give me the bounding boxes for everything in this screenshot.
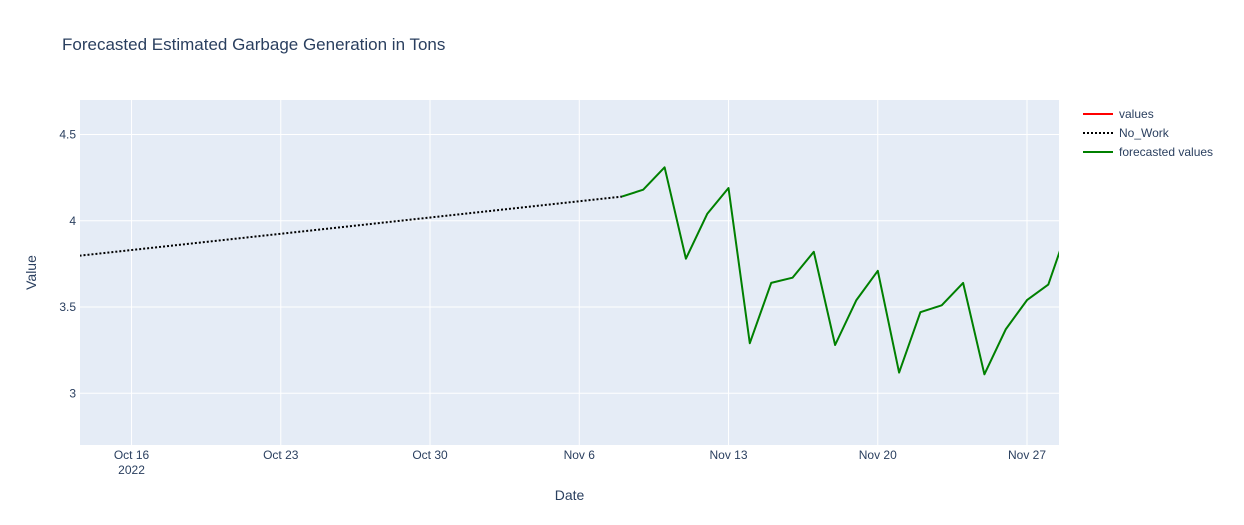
x-tick-label: Nov 13 (710, 448, 748, 462)
legend-label: No_Work (1119, 126, 1170, 140)
x-tick-label: Nov 6 (564, 448, 596, 462)
plot-area (80, 100, 1059, 445)
x-tick-label: Nov 20 (859, 448, 897, 462)
y-axis-title: Value (23, 255, 39, 290)
legend-item[interactable]: forecasted values (1083, 145, 1213, 159)
x-tick-label: Oct 16 (114, 448, 150, 462)
chart-title: Forecasted Estimated Garbage Generation … (62, 35, 445, 54)
x-axis-title: Date (555, 487, 585, 503)
legend-label: values (1119, 107, 1154, 121)
x-tick-label: Oct 30 (412, 448, 448, 462)
series-line-no-work (80, 195, 623, 257)
y-tick-label: 4 (69, 214, 76, 228)
legend-item[interactable]: No_Work (1083, 126, 1170, 140)
y-axis-ticks: 3 3.5 4 4.5 (59, 128, 76, 401)
y-tick-label: 3 (69, 386, 76, 400)
x-tick-label: Nov 27 (1008, 448, 1046, 462)
series-group (80, 166, 1059, 376)
series-line-forecasted-values (621, 166, 1059, 376)
y-tick-label: 4.5 (59, 128, 76, 142)
legend-label: forecasted values (1119, 145, 1213, 159)
legend[interactable]: values No_Work forecasted values (1083, 107, 1213, 159)
legend-item[interactable]: values (1083, 107, 1154, 121)
y-tick-label: 3.5 (59, 300, 76, 314)
x-tick-year-label: 2022 (118, 463, 145, 477)
x-tick-label: Oct 23 (263, 448, 299, 462)
